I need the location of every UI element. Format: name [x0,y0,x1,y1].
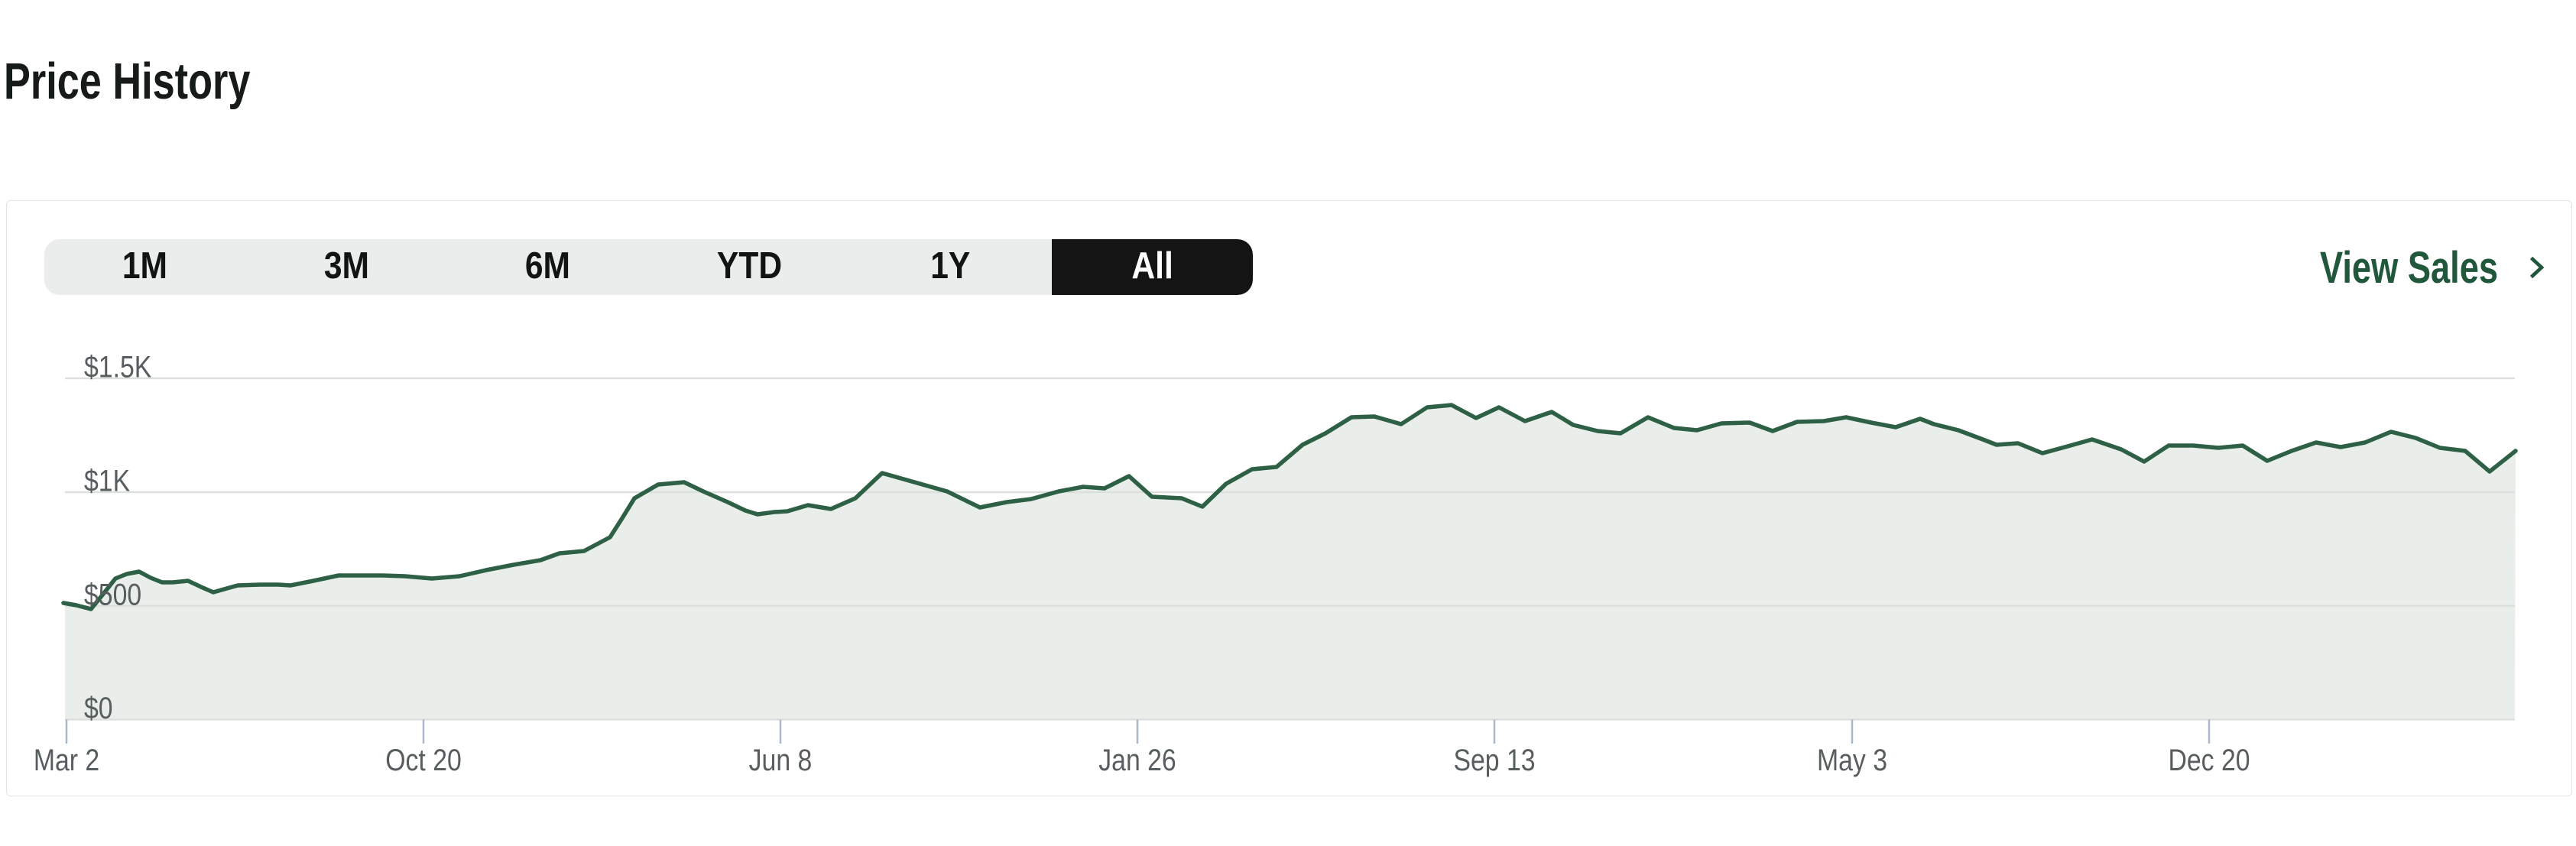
svg-text:Oct 20: Oct 20 [385,742,462,776]
svg-text:$1.5K: $1.5K [84,349,152,384]
svg-text:$0: $0 [84,690,113,724]
svg-text:Dec 20: Dec 20 [2168,742,2250,776]
svg-text:May 3: May 3 [1817,742,1887,776]
svg-text:Mar 2: Mar 2 [34,742,99,776]
svg-text:Sep 13: Sep 13 [1453,742,1535,776]
svg-text:$500: $500 [84,577,141,611]
svg-text:Jan 26: Jan 26 [1098,742,1176,776]
svg-text:$1K: $1K [84,463,130,498]
svg-text:Jun 8: Jun 8 [749,742,813,776]
